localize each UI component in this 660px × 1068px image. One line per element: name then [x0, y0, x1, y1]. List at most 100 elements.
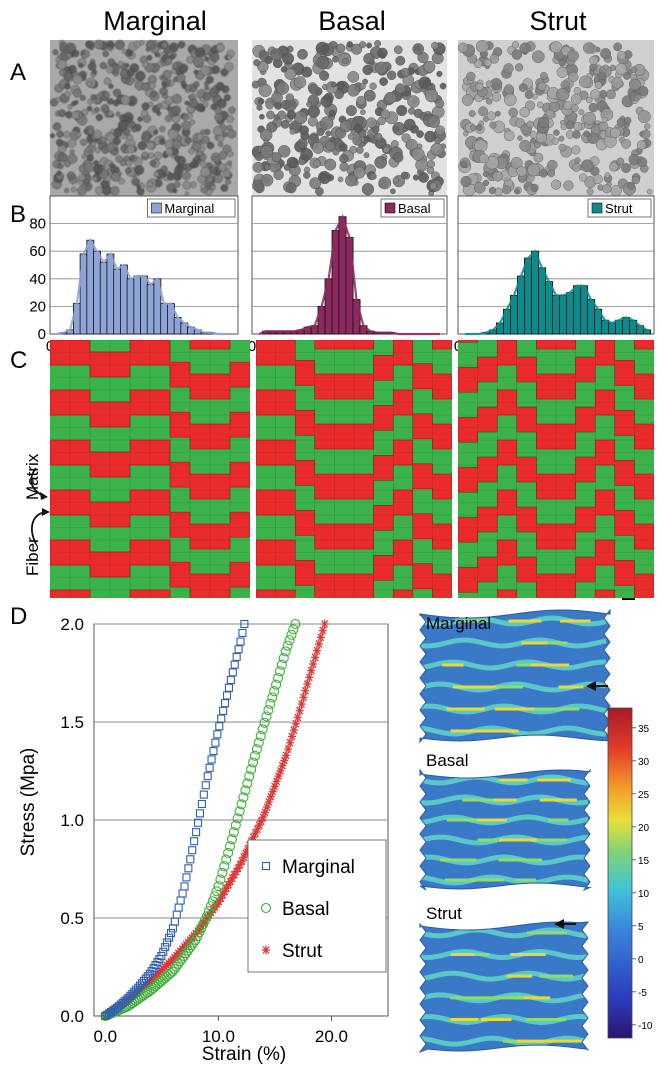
histogram-strut: 030006000Strut [454, 195, 655, 355]
cell [286, 156, 298, 169]
data-point [282, 640, 293, 651]
cell [172, 62, 178, 69]
cell [190, 181, 197, 189]
cell [82, 178, 90, 186]
cell [150, 90, 157, 98]
histogram-bar [538, 267, 547, 335]
cell [630, 66, 638, 73]
cell [635, 93, 642, 100]
cell [384, 91, 397, 104]
cell [146, 180, 153, 188]
cell [503, 130, 515, 142]
data-point [207, 755, 216, 764]
cell [644, 123, 651, 130]
cell [293, 76, 307, 89]
cell [412, 43, 425, 55]
data-point [150, 981, 161, 992]
cell [205, 75, 214, 84]
cell [621, 138, 632, 149]
cell [110, 129, 115, 134]
cell [209, 52, 220, 62]
cell [400, 171, 409, 179]
cell [378, 176, 392, 190]
cell [326, 174, 335, 182]
arrow-marginal [586, 681, 608, 691]
colorbar-tick-label: 0 [638, 955, 644, 966]
cell [225, 178, 232, 185]
cell [624, 116, 632, 125]
cell [125, 167, 132, 174]
cell [257, 98, 265, 105]
data-point [240, 619, 249, 629]
cell [462, 130, 469, 137]
cell [52, 49, 59, 56]
cell [345, 105, 357, 117]
cell [146, 54, 153, 61]
cell [547, 159, 558, 171]
cell [289, 128, 296, 135]
cell [503, 84, 515, 95]
cell [108, 83, 114, 89]
cell [171, 93, 182, 104]
histogram-bar [622, 316, 631, 335]
colorbar-tick-label: 35 [638, 724, 650, 735]
legend-label: Strut [605, 201, 633, 216]
legend: Marginal Basal Strut [247, 839, 387, 973]
cell [72, 88, 82, 98]
column-title-marginal: Marginal [103, 6, 207, 36]
data-point [159, 947, 168, 956]
cell [156, 111, 162, 116]
cell [206, 141, 215, 150]
data-point [293, 712, 302, 722]
cell [379, 77, 388, 86]
data-point [303, 679, 312, 689]
colorbar-tick-label: 15 [638, 856, 650, 867]
data-point [240, 785, 251, 796]
cell [121, 48, 127, 54]
cell [342, 57, 349, 65]
cell [366, 42, 373, 49]
cell [94, 147, 101, 154]
cell [516, 166, 527, 177]
data-point [199, 790, 208, 799]
cell [307, 105, 320, 118]
cell [565, 120, 575, 130]
cell [571, 162, 581, 172]
cell [331, 81, 337, 88]
data-point [272, 672, 284, 684]
cell [57, 53, 63, 59]
cell [600, 48, 612, 60]
cell [319, 172, 328, 181]
cell [485, 80, 493, 88]
legend-marker [260, 902, 272, 914]
colorbar-tick-label: 20 [638, 823, 650, 834]
cell [201, 135, 210, 144]
data-point [309, 659, 318, 669]
fiber-strain-band [420, 948, 588, 960]
data-point [311, 652, 320, 662]
data-point [232, 652, 241, 662]
cell [524, 90, 534, 99]
histogram-bar [93, 250, 101, 335]
cell [159, 75, 165, 80]
cell [214, 113, 224, 122]
cell [251, 80, 260, 89]
cell [107, 98, 114, 105]
data-point [265, 698, 276, 709]
cell [478, 106, 489, 117]
cell [339, 153, 349, 164]
data-point [171, 961, 182, 972]
cell [587, 132, 599, 144]
data-point [213, 881, 224, 892]
cell [172, 139, 182, 150]
cell [519, 139, 532, 152]
cell [176, 73, 186, 83]
cell [411, 147, 425, 161]
cell [66, 171, 76, 181]
cell [359, 41, 367, 49]
cell [583, 42, 595, 54]
cell [281, 52, 295, 65]
data-point [316, 632, 325, 642]
cell [518, 83, 528, 92]
